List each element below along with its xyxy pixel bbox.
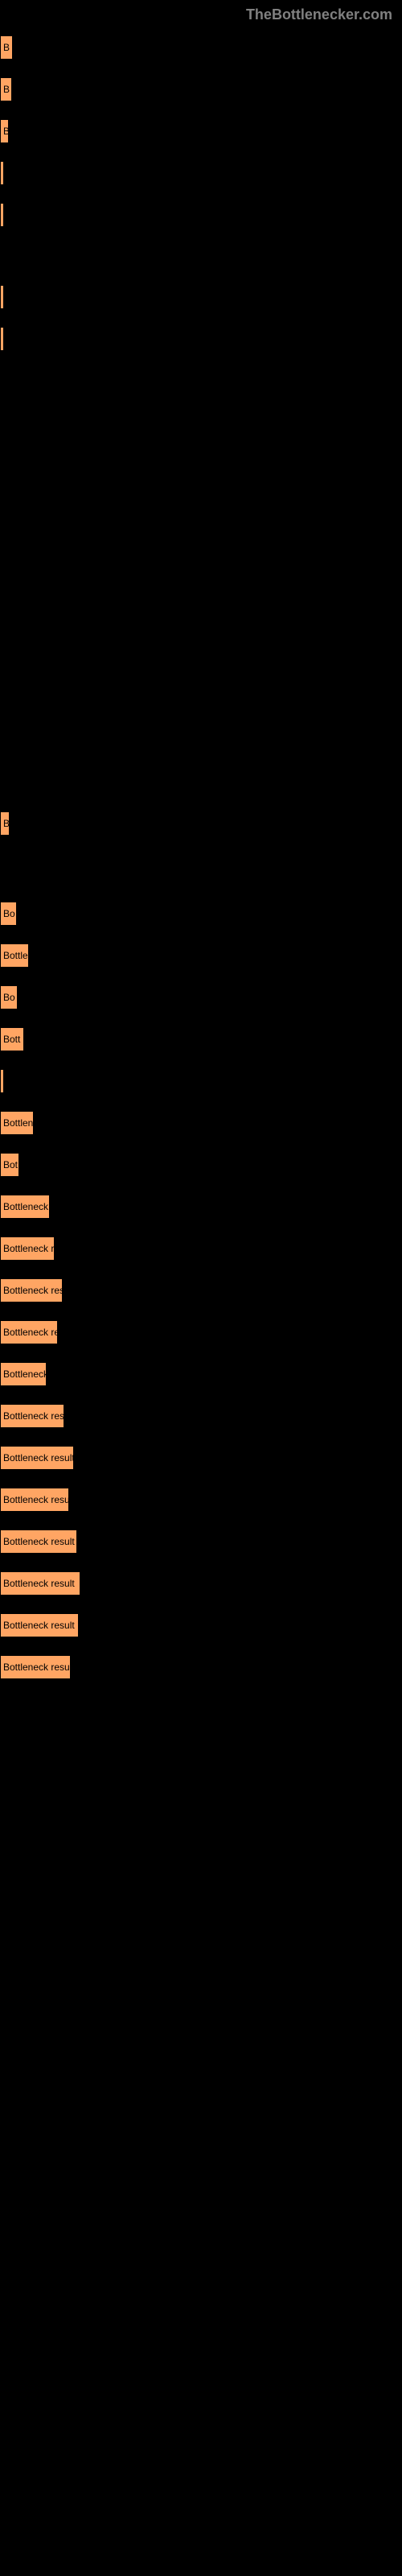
bar-row: Bottleneck result: [0, 1437, 402, 1479]
bar-row: Bott: [0, 1018, 402, 1060]
bar-row: Bottleneck resu: [0, 1646, 402, 1688]
bar-row: Bo: [0, 976, 402, 1018]
bar-row: Bo: [0, 893, 402, 935]
bar: Bot: [0, 1153, 19, 1177]
bar: B: [0, 119, 9, 143]
bar: Bottleneck result: [0, 1530, 77, 1554]
bar-row: Bottlen: [0, 1102, 402, 1144]
bar: [0, 1069, 4, 1093]
bar: Bottle: [0, 943, 29, 968]
bar-row: Bottleneck res: [0, 1269, 402, 1311]
bar: Bottleneck: [0, 1195, 50, 1219]
bar: B: [0, 35, 13, 60]
bar-chart: BBBBBoBottleBoBottBottlenBotBottleneckBo…: [0, 27, 402, 1688]
bar: Bottleneck r: [0, 1236, 55, 1261]
bar-row: B: [0, 27, 402, 68]
bar: Bottleneck resu: [0, 1655, 71, 1679]
bar-row: Bot: [0, 1144, 402, 1186]
bar-row: [0, 194, 402, 236]
bar-row: [0, 152, 402, 194]
bar-row: [0, 276, 402, 318]
bar-row: B: [0, 68, 402, 110]
bar-row: Bottleneck: [0, 1353, 402, 1395]
bar-row: [0, 1060, 402, 1102]
bar: Bottleneck result: [0, 1571, 80, 1596]
bar: Bottlen: [0, 1111, 34, 1135]
bar: [0, 285, 4, 309]
bar: [0, 327, 4, 351]
bar: Bott: [0, 1027, 24, 1051]
bar: Bottleneck res: [0, 1278, 63, 1302]
bar-row: B: [0, 803, 402, 844]
bar-row: Bottleneck re: [0, 1311, 402, 1353]
bar: Bottleneck result: [0, 1613, 79, 1637]
bar: Bottleneck: [0, 1362, 47, 1386]
bar: Bottleneck result: [0, 1446, 74, 1470]
bar: [0, 203, 4, 227]
bar: B: [0, 811, 10, 836]
bar: Bo: [0, 902, 17, 926]
bar-row: Bottleneck res: [0, 1395, 402, 1437]
bar-row: Bottleneck: [0, 1186, 402, 1228]
bar-row: [0, 318, 402, 360]
bar-row: Bottleneck resu: [0, 1479, 402, 1521]
bar-row: Bottle: [0, 935, 402, 976]
bar-row: Bottleneck result: [0, 1563, 402, 1604]
bar-row: Bottleneck result: [0, 1521, 402, 1563]
bar: Bottleneck res: [0, 1404, 64, 1428]
bar-row: Bottleneck r: [0, 1228, 402, 1269]
bar-row: Bottleneck result: [0, 1604, 402, 1646]
bar: B: [0, 77, 12, 101]
bar: [0, 161, 4, 185]
bar: Bo: [0, 985, 18, 1009]
bar: Bottleneck re: [0, 1320, 58, 1344]
watermark: TheBottlenecker.com: [0, 0, 402, 27]
bar: Bottleneck resu: [0, 1488, 69, 1512]
bar-row: B: [0, 110, 402, 152]
